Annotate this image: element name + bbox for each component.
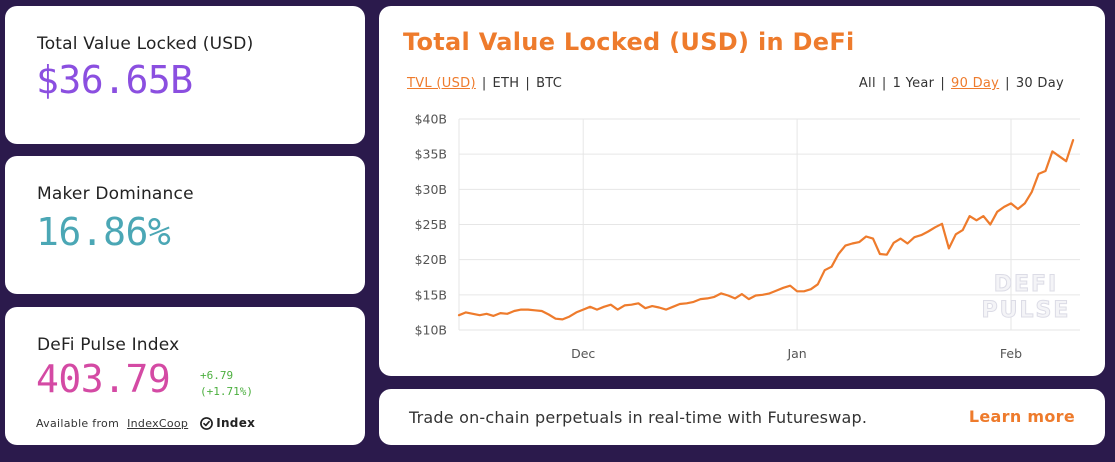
tvl-value: $36.65B [36,58,193,102]
tab-separator: | [881,76,887,91]
index-logo[interactable]: Index [200,416,255,430]
index-logo-icon [200,416,214,430]
y-tick-label: $30B [415,182,447,197]
tab-separator: | [1005,76,1010,91]
tab-all[interactable]: All [858,76,876,91]
y-tick-label: $35B [415,147,447,162]
index-change-abs: +6.79 [200,369,234,382]
x-axis-ticks: Dec Jan Feb [571,346,1022,361]
y-tick-label: $10B [415,323,447,338]
chart-title: Total Value Locked (USD) in DeFi [403,28,855,56]
index-change-pct: (+1.71%) [200,385,253,398]
x-tick-label: Dec [571,346,595,361]
learn-more-link[interactable]: Learn more [968,407,1075,426]
currency-tabs: TVL (USD) | ETH | BTC [407,76,562,91]
index-change: +6.79 (+1.71%) [200,368,253,400]
tab-tvl-usd[interactable]: TVL (USD) [407,76,476,91]
x-tick-label: Feb [1000,346,1022,361]
index-source-prefix: Available from [36,416,120,430]
tvl-label: Total Value Locked (USD) [37,34,254,54]
defi-pulse-index-card: DeFi Pulse Index 403.79 +6.79 (+1.71%) A… [5,307,365,445]
defi-pulse-watermark: DEFI PULSE [981,272,1071,324]
maker-dominance-value: 16.86% [36,210,171,254]
y-tick-label: $25B [415,217,447,232]
tvl-series-line [457,139,1075,321]
tab-eth[interactable]: ETH [492,76,520,91]
tvl-chart-card: Total Value Locked (USD) in DeFi TVL (US… [379,6,1105,376]
tab-separator: | [525,76,531,91]
index-value: 403.79 [36,357,171,401]
tab-separator: | [940,76,945,91]
tvl-line-chart[interactable]: $10B $15B $20B $25B $30B $35B $40B Dec Jan Feb D… [379,6,1105,376]
tab-30-day[interactable]: 30 Day [1015,76,1064,91]
y-tick-label: $40B [415,112,447,127]
futureswap-promo-card: Trade on-chain perpetuals in real-time w… [379,389,1105,445]
index-logo-text: Index [216,416,256,430]
index-label: DeFi Pulse Index [37,335,180,355]
x-tick-label: Jan [786,346,806,361]
maker-dominance-card: Maker Dominance 16.86% [5,156,365,294]
y-tick-label: $15B [415,287,447,302]
y-grid [459,118,1080,331]
index-source: Available from IndexCoop Index [36,416,255,430]
watermark-line-2: PULSE [982,298,1071,323]
indexcoop-link[interactable]: IndexCoop [127,416,189,430]
promo-text: Trade on-chain perpetuals in real-time w… [409,408,868,427]
y-tick-label: $20B [415,252,447,267]
x-grid [458,119,1012,330]
tab-90-day[interactable]: 90 Day [951,76,1000,91]
y-axis-ticks: $10B $15B $20B $25B $30B $35B $40B [415,112,447,338]
tab-separator: | [481,76,487,91]
maker-dominance-label: Maker Dominance [37,184,194,204]
range-tabs: All | 1 Year | 90 Day | 30 Day [859,76,1064,91]
tab-btc[interactable]: BTC [536,76,563,91]
watermark-line-1: DEFI [994,272,1059,297]
tvl-card: Total Value Locked (USD) $36.65B [5,6,365,144]
tab-1-year[interactable]: 1 Year [892,76,935,91]
